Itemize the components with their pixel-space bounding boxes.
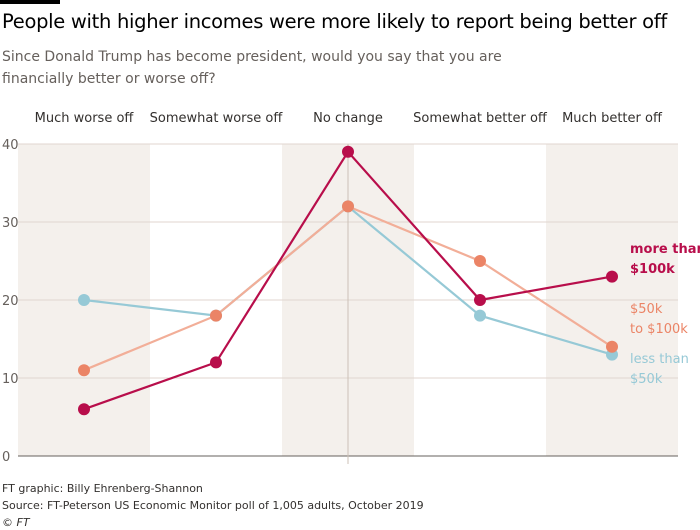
data-point xyxy=(474,255,486,267)
data-point xyxy=(78,294,90,306)
series-label: less than xyxy=(630,352,689,367)
chart-subtitle: Since Donald Trump has become president,… xyxy=(2,49,502,87)
data-point xyxy=(342,200,354,213)
series-label: $50k xyxy=(630,302,663,317)
category-label: No change xyxy=(313,111,383,126)
series-label: $100k xyxy=(630,262,675,277)
data-point xyxy=(606,340,618,353)
ft-brand-bar xyxy=(0,0,60,4)
series-label: to $100k xyxy=(630,322,688,337)
category-label: Much better off xyxy=(562,111,663,126)
data-point xyxy=(474,294,486,306)
data-point xyxy=(606,270,618,283)
source-note: Source: FT-Peterson US Economic Monitor … xyxy=(2,499,424,512)
data-point xyxy=(342,145,354,158)
graphic-credit: FT graphic: Billy Ehrenberg-Shannon xyxy=(2,482,203,495)
copyright: © FT xyxy=(2,516,30,529)
series-label: more than xyxy=(630,242,700,257)
series-label: $50k xyxy=(630,372,663,387)
y-tick-label: 20 xyxy=(2,294,19,309)
data-point xyxy=(210,309,222,322)
data-point xyxy=(210,356,222,369)
data-point xyxy=(78,364,90,377)
y-tick-label: 40 xyxy=(2,138,19,153)
category-label: Somewhat better off xyxy=(413,111,548,126)
y-tick-label: 30 xyxy=(2,216,19,231)
chart-title: People with higher incomes were more lik… xyxy=(2,10,667,33)
y-tick-label: 0 xyxy=(2,450,10,465)
data-point xyxy=(78,403,90,416)
data-point xyxy=(474,309,486,322)
category-label: Somewhat worse off xyxy=(150,111,284,126)
y-tick-label: 10 xyxy=(2,372,19,387)
category-label: Much worse off xyxy=(35,111,135,126)
